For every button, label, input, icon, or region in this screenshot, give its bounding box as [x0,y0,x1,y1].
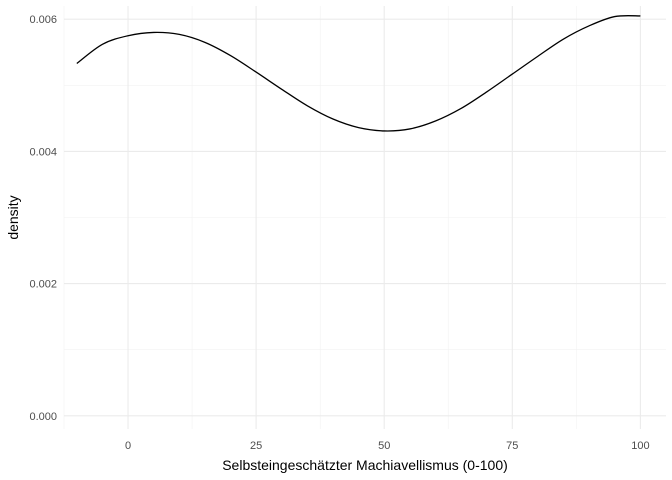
x-tick-label: 50 [378,440,390,452]
x-tick-label: 25 [250,440,262,452]
series-layer [76,15,641,132]
x-axis-title: Selbsteingeschätzter Machiavellismus (0-… [222,457,508,473]
y-tick-label: 0.000 [29,411,57,423]
y-axis-title: density [5,195,21,239]
x-tick-labels: 0 25 50 75 100 [125,440,650,452]
y-tick-labels: 0.000 0.002 0.004 0.006 [29,14,57,423]
y-tick-label: 0.004 [29,146,57,158]
y-tick-label: 0.002 [29,279,57,291]
x-tick-label: 75 [506,440,518,452]
x-tick-label: 100 [631,440,649,452]
grid [63,6,666,429]
x-tick-label: 0 [125,440,131,452]
y-tick-label: 0.006 [29,14,57,26]
density-line [76,15,641,132]
